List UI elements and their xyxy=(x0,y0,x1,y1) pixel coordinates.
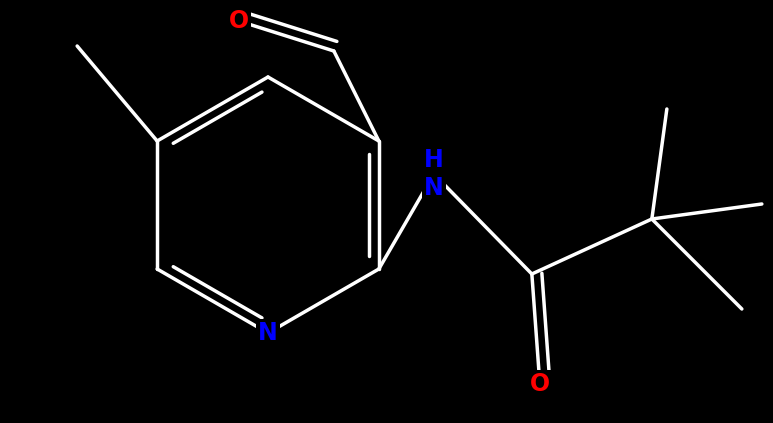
Text: O: O xyxy=(530,372,550,396)
Text: N: N xyxy=(258,321,278,345)
Text: O: O xyxy=(229,9,249,33)
Text: H
N: H N xyxy=(424,148,444,200)
